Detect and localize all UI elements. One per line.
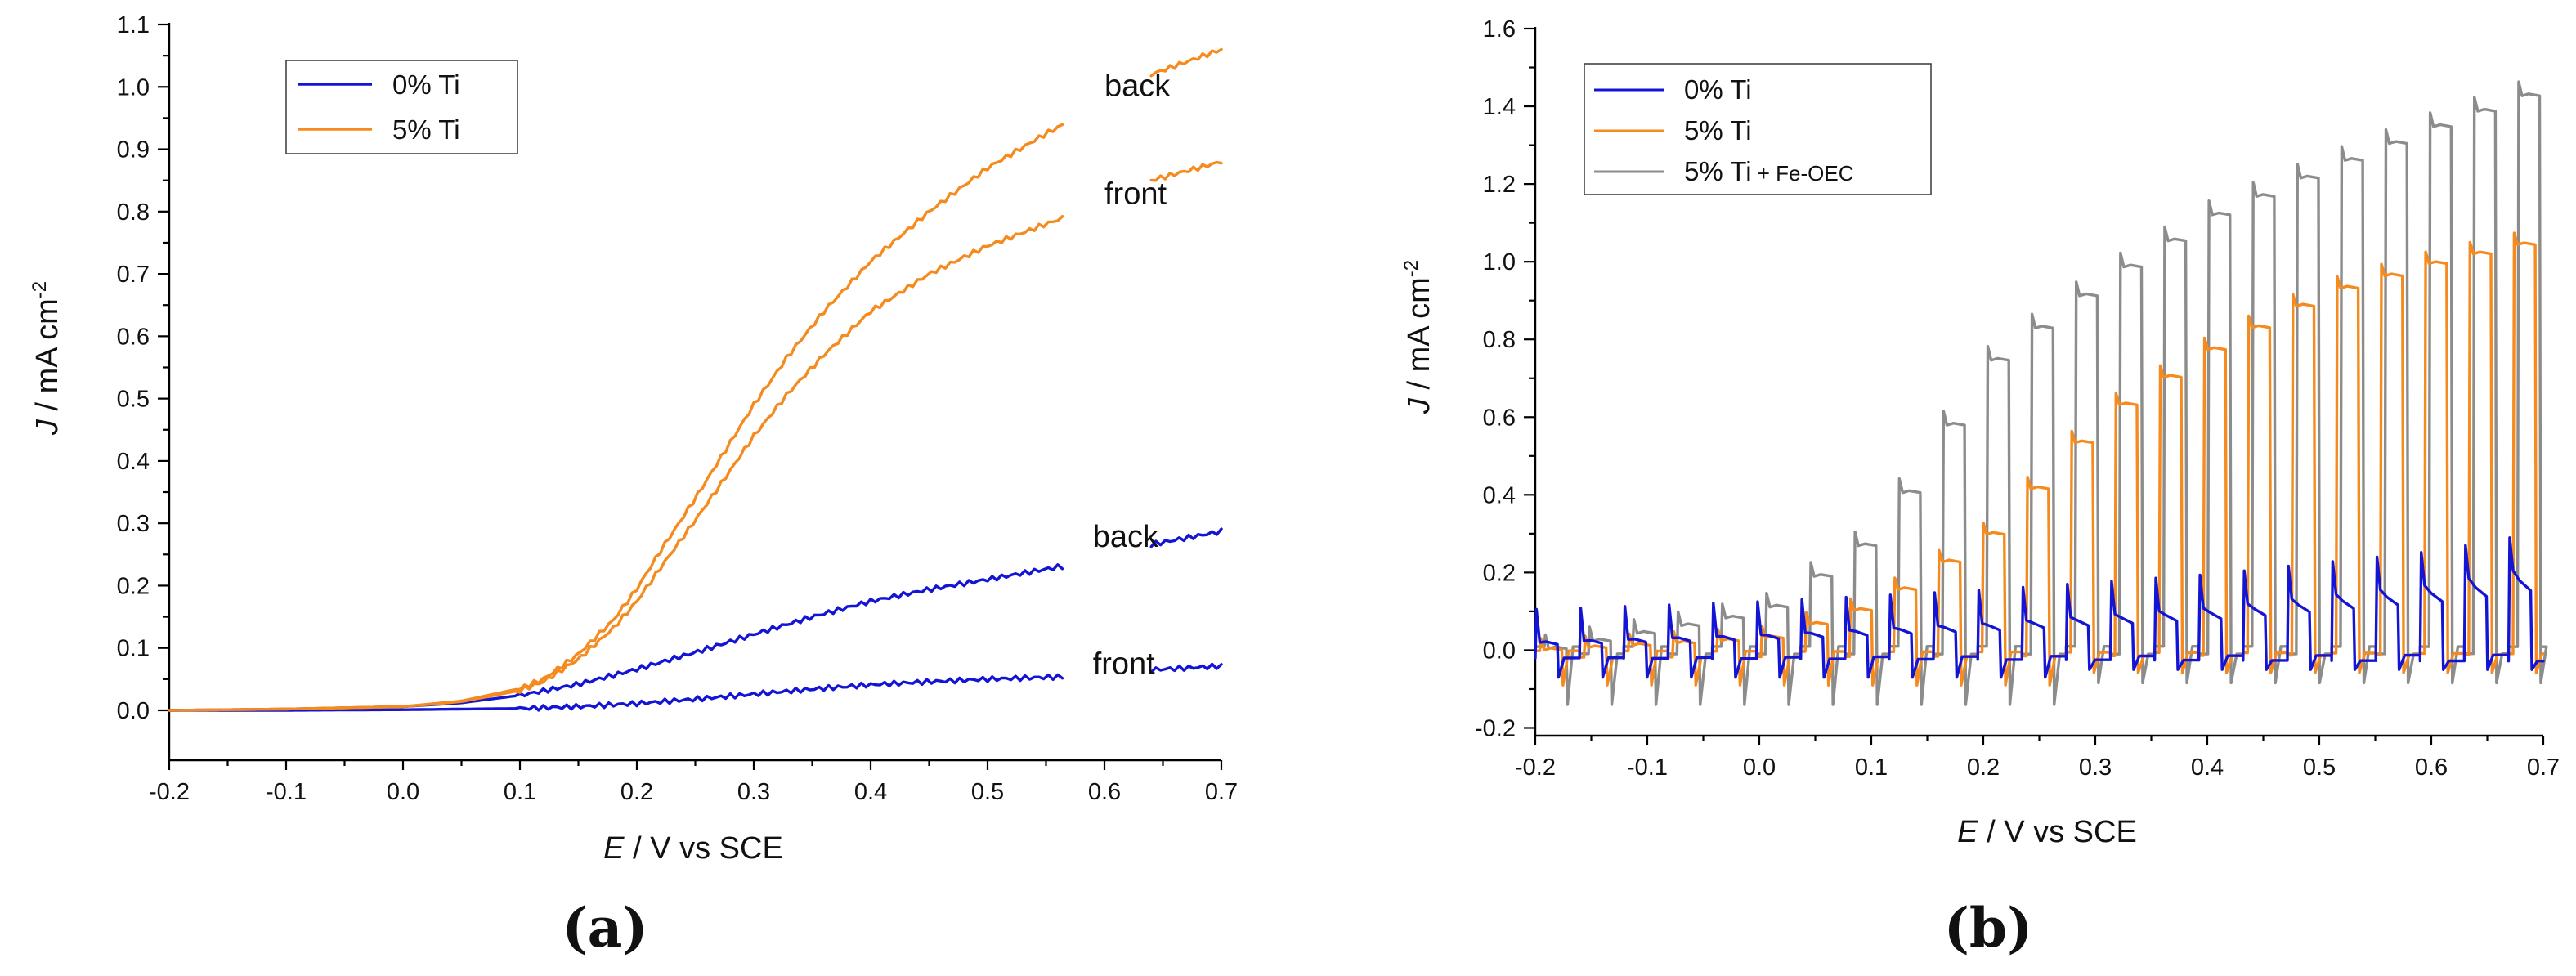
panel-a-y-tick-label: 0.7	[117, 262, 150, 288]
panel-a-y-tick-label: 0.9	[117, 137, 150, 163]
panel-a-annotation-front: front	[1104, 177, 1167, 212]
panel-a-y-tick-label: 0.1	[117, 636, 150, 662]
panel-b-x-tick-label: 0.5	[2303, 754, 2336, 781]
panel-a-series-line	[168, 563, 1064, 712]
panel-b-x-tick-label: 0.6	[2415, 754, 2448, 781]
panel-a-xlabel: E / V vs SCE	[603, 831, 783, 866]
panel-b-y-tick-label: 0.6	[1483, 405, 1516, 431]
panel-b-legend-label-2: 5% Ti + Fe-OEC	[1684, 156, 1854, 186]
panel-b-x-tick-label: 0.0	[1743, 754, 1776, 781]
panel-a-x-tick-label: 0.7	[1205, 779, 1238, 805]
panel-a-label: (a)	[562, 896, 647, 960]
panel-a-x-tick-label: 0.4	[854, 779, 887, 805]
panel-b-legend-label-0: 0% Ti	[1684, 74, 1752, 105]
panel-a-x-tick-label: 0.5	[971, 779, 1004, 805]
panel-b-y-tick-label: 1.6	[1483, 16, 1516, 43]
panel-b-series-line	[1534, 536, 2545, 679]
panel-a-y-tick-label: 1.1	[117, 12, 150, 38]
panel-a-y-tick-label: 0.8	[117, 199, 150, 226]
panel-a-x-tick-label: 0.0	[387, 779, 419, 805]
panel-b-label: (b)	[1944, 896, 2033, 960]
panel-b-x-tick-label: 0.7	[2527, 754, 2560, 781]
panel-a-series-line	[1149, 527, 1223, 548]
panel-b-y-tick-label: 0.0	[1483, 638, 1516, 664]
panel-a-legend-label-1: 5% Ti	[392, 114, 460, 145]
chart-panel-b: J / mA cm-2 E / V vs SCE (b) -0.2 -0.1 0.0…	[1400, 16, 2560, 960]
panel-a-series-line	[1149, 662, 1223, 674]
panel-a-series-line	[168, 673, 1064, 712]
panel-a-y-tick-label: 0.5	[117, 387, 150, 413]
panel-a-y-tick-label: 0.6	[117, 324, 150, 350]
panel-a-series-line	[168, 215, 1064, 712]
panel-a-legend-box	[285, 60, 518, 154]
svg-text:J / mA cm-2: J / mA cm-2	[29, 281, 65, 436]
panel-a-y-tick-label: 1.0	[117, 74, 150, 101]
panel-a-x-tick-label: 0.2	[620, 779, 653, 805]
panel-a-y-tick-label: 0.3	[117, 511, 150, 537]
panel-a-y-tick-label: 0.2	[117, 573, 150, 599]
panel-b-y-tick-label: 1.0	[1483, 249, 1516, 275]
panel-b-y-tick-label: 0.2	[1483, 560, 1516, 586]
panel-a-series-line	[1149, 47, 1223, 78]
panel-a-annotation-front: front	[1093, 647, 1155, 682]
panel-a-annotation-back: back	[1093, 520, 1159, 554]
panel-b-x-tick-label: 0.2	[1967, 754, 2000, 781]
panel-b-x-tick-label: -0.1	[1627, 754, 1668, 781]
panel-b-legend: 0% Ti 5% Ti 5% Ti + Fe-OEC	[1584, 63, 1932, 195]
panel-b-x-tick-label: 0.3	[2079, 754, 2112, 781]
panel-b-y-tick-label: 1.2	[1483, 172, 1516, 198]
panel-b-legend-label-1: 5% Ti	[1684, 115, 1752, 146]
panel-a-annotation-back: back	[1104, 69, 1171, 104]
panel-b-x-tick-label: -0.2	[1515, 754, 1556, 781]
panel-b-y-tick-label: -0.2	[1475, 715, 1516, 741]
panel-b-y-tick-label: 1.4	[1483, 94, 1516, 120]
panel-a-x-tick-label: 0.6	[1088, 779, 1121, 805]
panel-b-x-tick-label: 0.4	[2191, 754, 2224, 781]
panel-b-series-line	[1534, 80, 2548, 706]
panel-b-series-line	[1534, 231, 2545, 687]
panel-b-y-tick-label: 0.4	[1483, 482, 1516, 508]
panel-a-x-tick-label: -0.2	[149, 779, 190, 805]
chart-panel-a: J / mA cm-2 E / V vs SCE (a) -0.2 -0.1 0.0…	[29, 12, 1238, 960]
svg-text:J / mA cm-2: J / mA cm-2	[1400, 260, 1436, 414]
panel-b-xlabel: E / V vs SCE	[1957, 815, 2137, 849]
panel-a-ylabel: J / mA cm-2	[29, 281, 65, 436]
panel-a-series-line	[168, 123, 1064, 712]
panel-a-series-line	[1149, 160, 1223, 182]
panel-a-x-tick-label: 0.1	[504, 779, 536, 805]
panel-a-x-tick-label: 0.3	[737, 779, 770, 805]
panel-b-y-tick-label: 0.8	[1483, 327, 1516, 353]
panel-b-x-tick-label: 0.1	[1855, 754, 1888, 781]
panel-a-y-tick-label: 0.0	[117, 698, 150, 724]
panel-a-legend-label-0: 0% Ti	[392, 69, 460, 100]
panel-a-legend: 0% Ti 5% Ti	[285, 60, 518, 154]
panel-b-ylabel: J / mA cm-2	[1400, 260, 1436, 414]
panel-a-y-tick-label: 0.4	[117, 449, 150, 475]
panel-a-x-tick-label: -0.1	[266, 779, 307, 805]
